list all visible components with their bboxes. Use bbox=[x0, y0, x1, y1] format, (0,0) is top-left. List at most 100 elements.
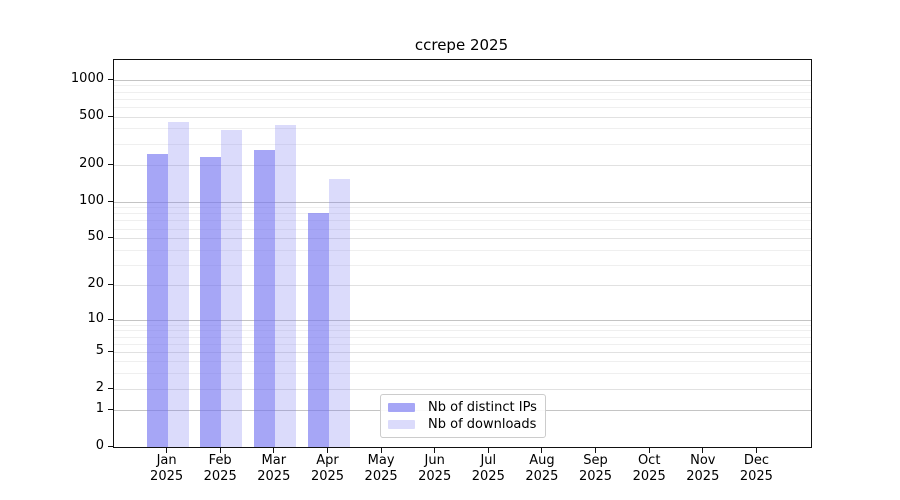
gridline-minor-90 bbox=[114, 207, 811, 209]
gridline-minor-400 bbox=[114, 128, 811, 130]
gridline-minor-8 bbox=[114, 330, 811, 332]
x-tick-mark-sep bbox=[594, 447, 597, 453]
x-tick-mark-dec bbox=[755, 447, 757, 453]
x-tick-month: Jul bbox=[480, 453, 497, 468]
gridline-200 bbox=[114, 165, 811, 167]
x-tick-mark-feb bbox=[219, 447, 221, 453]
x-tick-label-may: May 2025 bbox=[349, 453, 413, 485]
legend: Nb of distinct IPs Nb of downloads bbox=[380, 394, 546, 438]
y-tick-label-50: 50 bbox=[87, 229, 104, 244]
gridline-1000 bbox=[114, 79, 811, 81]
x-tick-month: Aug bbox=[529, 453, 555, 468]
y-tick-mark-1000 bbox=[108, 78, 113, 80]
y-tick-mark-100 bbox=[108, 200, 113, 202]
gridline-20 bbox=[114, 285, 811, 287]
x-tick-year: 2025 bbox=[150, 469, 184, 484]
y-tick-label-500: 500 bbox=[79, 107, 104, 123]
gridline-100 bbox=[114, 201, 811, 203]
y-tick-label-2: 2 bbox=[95, 379, 104, 395]
chart-title: ccrepe 2025 bbox=[414, 36, 509, 54]
bar-nb-of-distinct-ips-mar bbox=[253, 150, 275, 447]
bar-nb-of-downloads-mar bbox=[274, 125, 296, 447]
x-tick-mark-oct bbox=[648, 447, 650, 453]
y-tick-label-200: 200 bbox=[79, 156, 104, 172]
y-tick-mark-2 bbox=[108, 387, 113, 389]
x-tick-month: Jan bbox=[156, 453, 177, 468]
legend-label-downloads: Nb of downloads bbox=[428, 417, 537, 432]
x-tick-label-apr: Apr 2025 bbox=[296, 453, 360, 485]
bar-nb-of-distinct-ips-jan bbox=[146, 154, 168, 447]
x-tick-label-aug: Aug 2025 bbox=[510, 453, 574, 485]
x-tick-label-jan: Jan 2025 bbox=[135, 453, 199, 485]
legend-swatch-downloads-icon bbox=[388, 420, 415, 429]
x-tick-month: Jun bbox=[424, 453, 445, 468]
y-tick-mark-200 bbox=[108, 164, 113, 166]
x-tick-mark-jul bbox=[487, 447, 489, 453]
x-tick-year: 2025 bbox=[686, 469, 720, 484]
y-tick-mark-10 bbox=[108, 318, 113, 320]
gridline-50 bbox=[114, 238, 811, 239]
gridline-minor-60 bbox=[114, 228, 811, 230]
gridline-minor-40 bbox=[114, 249, 811, 251]
x-tick-mark-nov bbox=[702, 447, 704, 453]
bar-nb-of-downloads-apr bbox=[328, 178, 350, 447]
x-tick-month: May bbox=[367, 453, 395, 468]
gridline-2 bbox=[114, 388, 811, 390]
x-tick-year: 2025 bbox=[203, 469, 237, 484]
y-tick-mark-0 bbox=[108, 446, 113, 448]
x-tick-label-dec: Dec 2025 bbox=[724, 453, 788, 485]
legend-item-distinct-ips: Nb of distinct IPs bbox=[388, 400, 537, 415]
x-tick-year: 2025 bbox=[257, 469, 291, 484]
x-tick-label-feb: Feb 2025 bbox=[188, 453, 252, 485]
y-tick-label-100: 100 bbox=[79, 192, 104, 208]
gridline-500 bbox=[114, 116, 811, 118]
x-tick-mark-mar bbox=[273, 447, 275, 453]
y-tick-label-10: 10 bbox=[87, 310, 104, 326]
gridline-5 bbox=[114, 351, 811, 353]
x-tick-mark-may bbox=[380, 447, 382, 453]
x-tick-month: Sep bbox=[583, 453, 608, 468]
y-tick-mark-1 bbox=[108, 409, 113, 411]
gridline-minor-4 bbox=[114, 361, 811, 363]
plot-area: Nb of distinct IPs Nb of downloads bbox=[113, 59, 812, 448]
bar-nb-of-downloads-jan bbox=[167, 121, 189, 447]
y-tick-label-0: 0 bbox=[95, 438, 104, 453]
gridline-minor-300 bbox=[114, 143, 811, 145]
x-tick-month: Apr bbox=[316, 453, 339, 468]
gridline-minor-9 bbox=[114, 324, 811, 326]
y-tick-label-20: 20 bbox=[87, 276, 104, 292]
y-tick-mark-5 bbox=[108, 350, 113, 352]
gridline-minor-6 bbox=[114, 343, 811, 345]
x-tick-year: 2025 bbox=[418, 469, 452, 484]
x-tick-mark-apr bbox=[326, 447, 329, 453]
x-tick-month: Mar bbox=[261, 453, 287, 468]
gridline-minor-80 bbox=[114, 213, 811, 215]
x-tick-mark-jun bbox=[434, 447, 436, 453]
gridline-minor-700 bbox=[114, 98, 811, 100]
x-tick-year: 2025 bbox=[471, 469, 505, 484]
x-tick-year: 2025 bbox=[364, 469, 398, 484]
x-tick-label-jun: Jun 2025 bbox=[403, 453, 467, 485]
x-tick-label-oct: Oct 2025 bbox=[617, 453, 681, 485]
x-tick-label-mar: Mar 2025 bbox=[242, 453, 306, 485]
y-tick-label-1: 1 bbox=[95, 401, 104, 417]
x-tick-year: 2025 bbox=[578, 469, 613, 484]
gridline-10 bbox=[114, 319, 811, 321]
x-tick-year: 2025 bbox=[739, 469, 773, 484]
x-tick-label-jul: Jul 2025 bbox=[456, 453, 520, 485]
x-tick-mark-jan bbox=[166, 447, 168, 453]
gridline-minor-3 bbox=[114, 373, 811, 375]
gridline-minor-800 bbox=[114, 91, 811, 93]
bar-nb-of-distinct-ips-apr bbox=[307, 213, 329, 447]
bar-nb-of-downloads-feb bbox=[221, 129, 243, 447]
x-tick-label-sep: Sep 2025 bbox=[564, 453, 628, 485]
y-tick-label-5: 5 bbox=[95, 342, 104, 358]
x-tick-year: 2025 bbox=[525, 469, 559, 484]
gridline-minor-900 bbox=[114, 85, 811, 87]
x-tick-month: Oct bbox=[637, 453, 661, 468]
y-tick-mark-500 bbox=[108, 115, 113, 117]
x-tick-month: Dec bbox=[743, 453, 769, 468]
x-tick-month: Feb bbox=[208, 453, 232, 468]
x-tick-year: 2025 bbox=[632, 469, 666, 484]
